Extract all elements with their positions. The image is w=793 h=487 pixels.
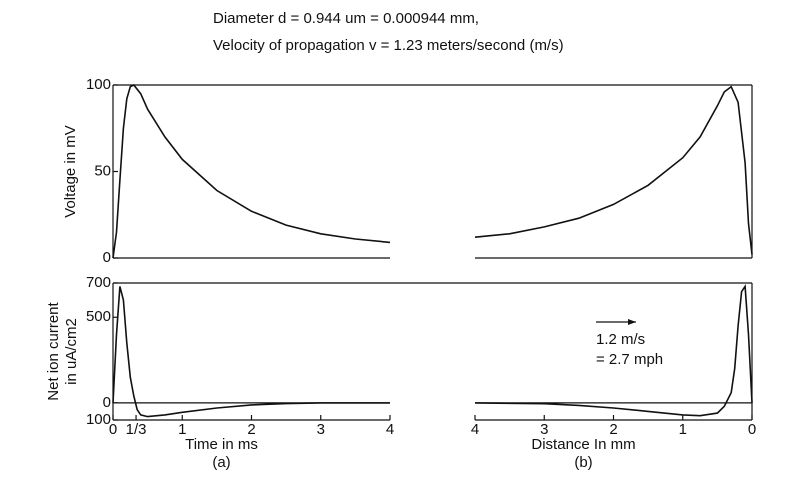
y-tick-label: 0 — [103, 394, 111, 411]
x-tick-label: 2 — [247, 421, 255, 438]
x-tick-label: 3 — [317, 421, 325, 438]
x-tick-label: 4 — [471, 421, 479, 438]
y-tick-label: 100 — [86, 411, 111, 428]
x-tick-label: 1 — [679, 421, 687, 438]
line-series — [474, 284, 753, 417]
annotation: = 2.7 mph — [596, 351, 663, 368]
y-axis-label: Net ion current — [45, 301, 62, 400]
y-tick-label: 50 — [94, 162, 111, 179]
y-tick-label: 0 — [103, 249, 111, 266]
y-tick-label: 500 — [86, 308, 111, 325]
panel-caption: (b) — [574, 454, 592, 471]
x-tick-label: 2 — [609, 421, 617, 438]
annotation: 1.2 m/s — [596, 331, 645, 348]
line-series — [112, 83, 391, 259]
x-tick-label: 0 — [109, 421, 117, 438]
y-tick-label: 700 — [86, 274, 111, 291]
x-tick-label: 4 — [386, 421, 394, 438]
line-series — [474, 85, 753, 255]
line-series — [112, 286, 390, 418]
x-axis-label: Time in ms — [185, 436, 258, 453]
x-tick-label: 1 — [178, 421, 186, 438]
header-line: Velocity of propagation v = 1.23 meters/… — [213, 37, 564, 54]
x-tick-label: 3 — [540, 421, 548, 438]
arrow-head — [628, 319, 636, 325]
y-axis-label: Voltage in mV — [62, 125, 79, 218]
x-tick-label: 1/3 — [126, 421, 147, 438]
header-line: Diameter d = 0.944 um = 0.000944 mm, — [213, 10, 479, 27]
x-axis-label: Distance In mm — [531, 436, 635, 453]
y-axis-label: in uA/cm2 — [63, 318, 80, 385]
y-tick-label: 100 — [86, 76, 111, 93]
panel-caption: (a) — [212, 454, 230, 471]
x-tick-label: 0 — [748, 421, 756, 438]
